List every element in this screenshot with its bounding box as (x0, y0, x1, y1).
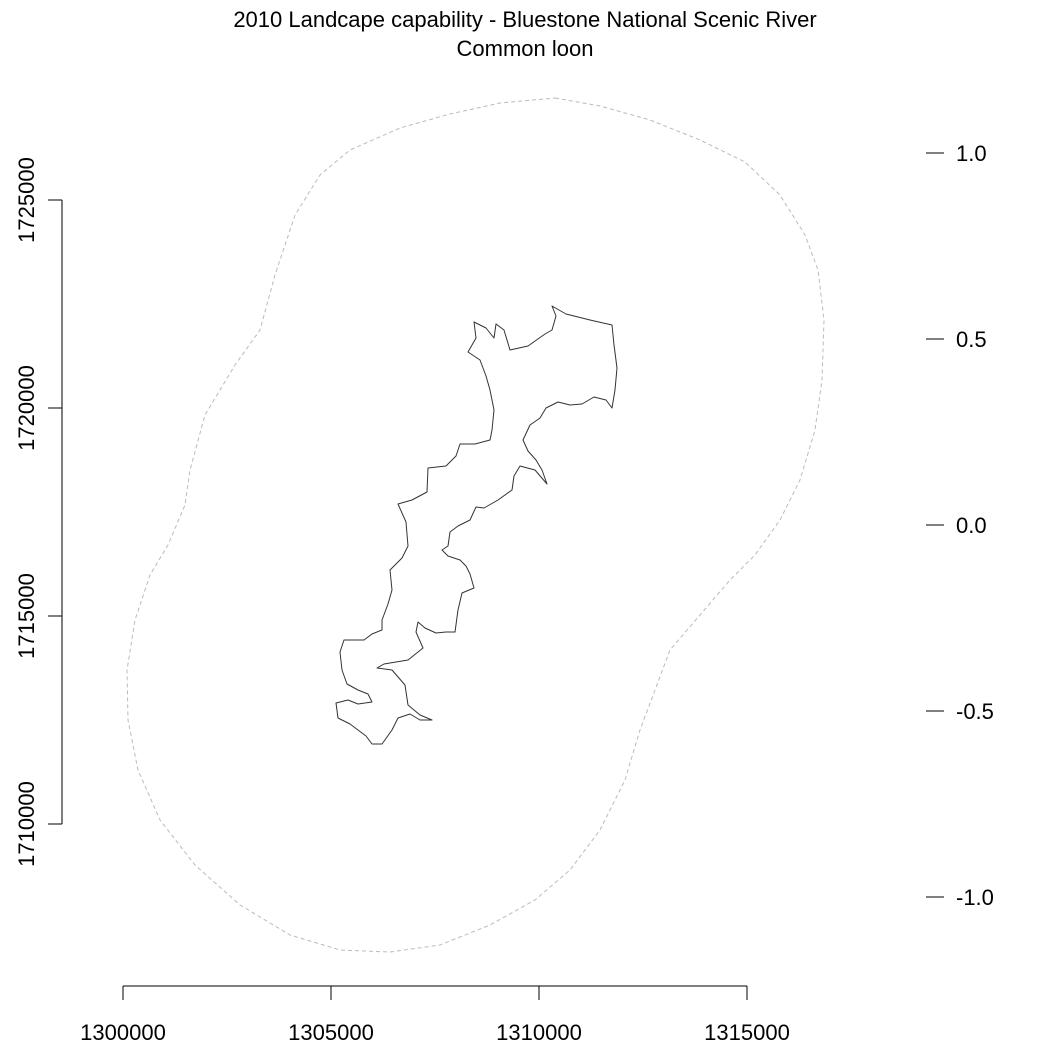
map-title: 2010 Landcape capability - Bluestone Nat… (233, 7, 817, 32)
y-tick-label: 1725000 (14, 157, 39, 243)
scale-tick-label: -1.0 (956, 885, 994, 910)
x-tick-label: 1305000 (288, 1020, 374, 1045)
x-tick-label: 1315000 (704, 1020, 790, 1045)
y-tick-label: 1710000 (14, 781, 39, 867)
map-subtitle: Common loon (456, 36, 594, 61)
scale-tick-label: -0.5 (956, 699, 994, 724)
y-tick-label: 1720000 (14, 365, 39, 451)
x-tick-label: 1310000 (496, 1020, 582, 1045)
buffer-outline (126, 97, 825, 953)
scale-tick-label: 1.0 (956, 141, 987, 166)
scale-tick-label: 0.0 (956, 513, 987, 538)
x-tick-label: 1300000 (80, 1020, 166, 1045)
y-tick-label: 1715000 (14, 573, 39, 659)
scale-tick-label: 0.5 (956, 327, 987, 352)
river-boundary (335, 305, 618, 745)
